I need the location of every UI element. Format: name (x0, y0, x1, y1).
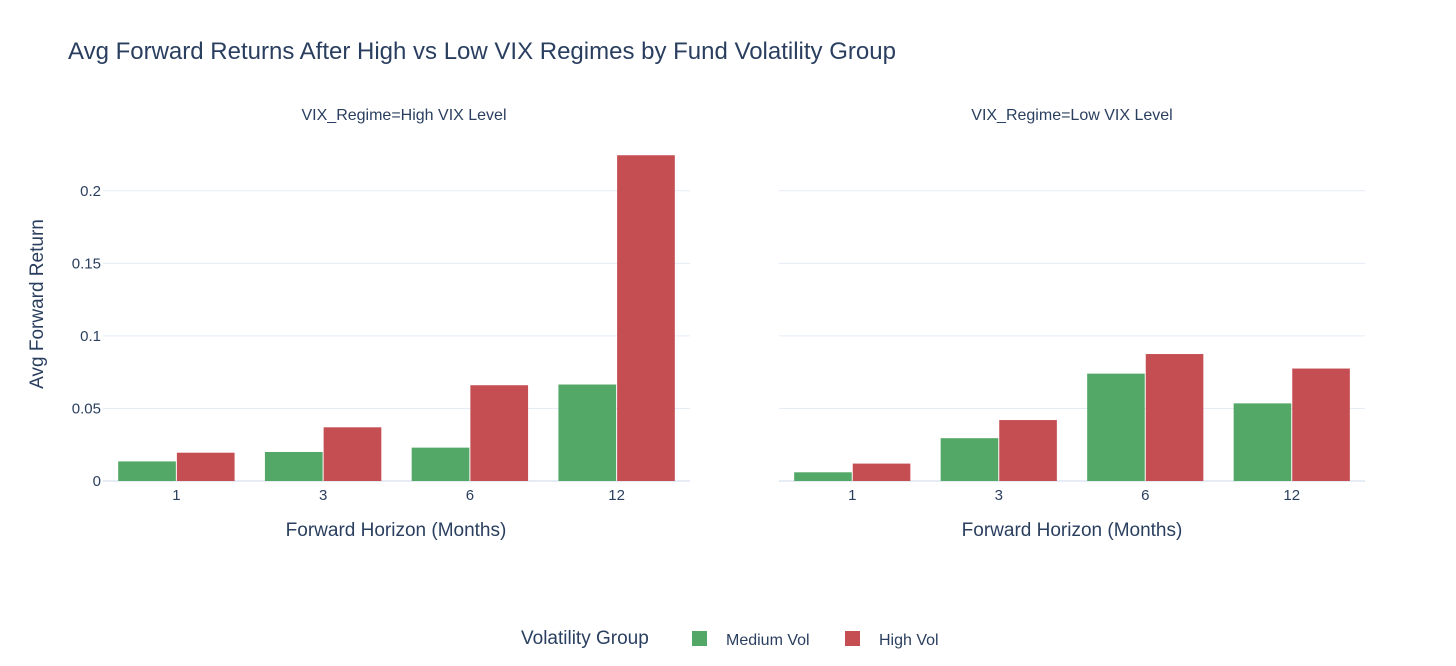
bar-low-vix-medium-vol-12[interactable] (1233, 403, 1292, 481)
y-tick-label-0: 0 (93, 473, 101, 490)
legend-label-high-vol[interactable]: High Vol (879, 632, 939, 649)
bar-low-vix-medium-vol-3[interactable] (940, 438, 999, 481)
y-tick-label-1: 0.05 (72, 400, 101, 417)
legend-swatch-medium-vol[interactable] (692, 631, 707, 646)
x-tick-label-low-vix-1: 1 (848, 487, 856, 504)
bar-high-vix-high-vol-1[interactable] (176, 452, 235, 481)
bar-low-vix-high-vol-1[interactable] (852, 463, 911, 481)
y-tick-label-2: 0.1 (80, 328, 101, 345)
y-tick-label-4: 0.2 (80, 183, 101, 200)
legend-label-medium-vol[interactable]: Medium Vol (726, 632, 810, 649)
y-tick-label-3: 0.15 (72, 255, 101, 272)
x-tick-label-high-vix-3: 3 (319, 487, 327, 504)
x-tick-label-low-vix-12: 12 (1283, 487, 1300, 504)
bar-low-vix-medium-vol-6[interactable] (1087, 373, 1145, 481)
x-tick-label-low-vix-6: 6 (1141, 487, 1149, 504)
bar-high-vix-medium-vol-3[interactable] (264, 451, 323, 481)
bars-low-vix (794, 354, 1350, 481)
legend-swatch-high-vol[interactable] (845, 631, 860, 646)
panel-high-vix: VIX_Regime=High VIX Level 1 3 6 12 0 0.05 0.1… (72, 107, 690, 541)
subplot-title-low-vix: VIX_Regime=Low VIX Level (971, 107, 1172, 124)
legend-title: Volatility Group (521, 628, 649, 649)
bar-high-vix-high-vol-12[interactable] (617, 155, 675, 481)
x-tick-label-low-vix-3: 3 (995, 487, 1003, 504)
x-tick-label-high-vix-12: 12 (608, 487, 625, 504)
bar-high-vix-medium-vol-6[interactable] (411, 447, 470, 481)
bar-high-vix-medium-vol-12[interactable] (558, 384, 617, 481)
bar-high-vix-high-vol-3[interactable] (323, 427, 382, 481)
legend: Volatility Group Medium Vol High Vol (521, 628, 939, 649)
bar-high-vix-high-vol-6[interactable] (470, 385, 529, 481)
bar-low-vix-high-vol-3[interactable] (999, 420, 1057, 481)
x-axis-title-low-vix: Forward Horizon (Months) (962, 520, 1183, 541)
bar-high-vix-medium-vol-1[interactable] (118, 461, 176, 481)
bars-high-vix (118, 155, 675, 481)
y-ticks-high-vix: 0 0.05 0.1 0.15 0.2 (72, 183, 101, 490)
y-axis-title: Avg Forward Return (27, 219, 48, 389)
bar-low-vix-medium-vol-1[interactable] (794, 472, 852, 481)
x-tick-label-high-vix-1: 1 (172, 487, 180, 504)
panel-low-vix: VIX_Regime=Low VIX Level 1 3 6 12 Forward H… (779, 107, 1365, 541)
bar-low-vix-high-vol-6[interactable] (1145, 354, 1204, 481)
chart-title: Avg Forward Returns After High vs Low VI… (68, 38, 896, 65)
x-axis-title-high-vix: Forward Horizon (Months) (286, 520, 507, 541)
bar-low-vix-high-vol-12[interactable] (1292, 368, 1350, 481)
x-tick-label-high-vix-6: 6 (466, 487, 474, 504)
subplot-title-high-vix: VIX_Regime=High VIX Level (302, 107, 507, 124)
x-ticks-high-vix: 1 3 6 12 (172, 487, 625, 504)
x-ticks-low-vix: 1 3 6 12 (848, 487, 1300, 504)
